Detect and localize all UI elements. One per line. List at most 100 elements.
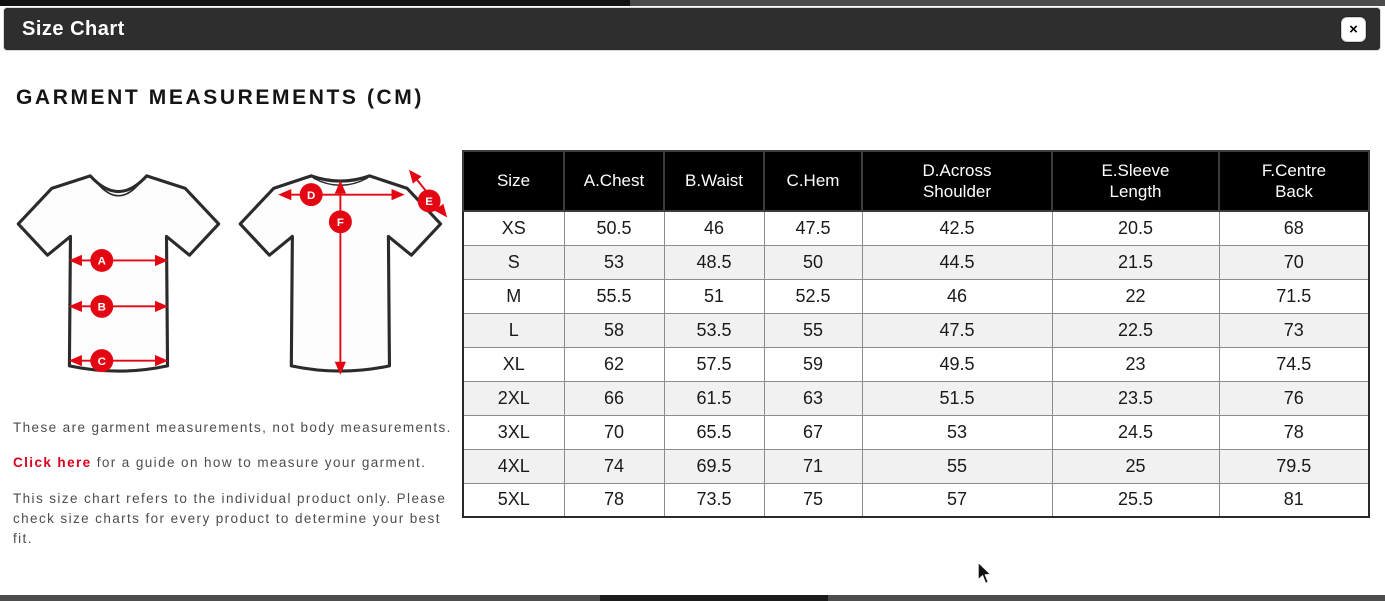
table-cell: 70 <box>563 414 665 450</box>
table-cell: 46 <box>861 278 1053 314</box>
badge-a: A <box>98 256 106 268</box>
table-row: 2XL 66 61.5 63 51.5 23.5 76 <box>462 380 1370 416</box>
table-cell: 5XL <box>462 482 565 518</box>
note-guide-rest: for a guide on how to measure your garme… <box>91 455 427 471</box>
table-cell: 55 <box>763 312 863 348</box>
table-row: 3XL 70 65.5 67 53 24.5 78 <box>462 414 1370 450</box>
table-cell: XL <box>462 346 565 382</box>
table-row: S 53 48.5 50 44.5 21.5 70 <box>462 244 1370 280</box>
table-cell: 51 <box>663 278 765 314</box>
page-top-edge <box>0 0 1385 6</box>
mouse-cursor <box>977 561 993 585</box>
size-table-head-row: Size A.Chest B.Waist C.Hem D.Across Shoulder… <box>462 150 1370 212</box>
column-header: D.Across Shoulder <box>861 150 1053 212</box>
table-cell: 24.5 <box>1051 414 1220 450</box>
table-cell: 4XL <box>462 448 565 484</box>
table-row: XS 50.5 46 47.5 42.5 20.5 68 <box>462 210 1370 246</box>
table-cell: 67 <box>763 414 863 450</box>
table-cell: 48.5 <box>663 244 765 280</box>
tshirt-back-diagram: D E F <box>238 169 448 375</box>
table-cell: 78 <box>563 482 665 518</box>
table-cell: 57.5 <box>663 346 765 382</box>
table-cell: 74.5 <box>1218 346 1370 382</box>
table-cell: M <box>462 278 565 314</box>
table-cell: 71 <box>763 448 863 484</box>
table-row: M 55.5 51 52.5 46 22 71.5 <box>462 278 1370 314</box>
column-header: Size <box>462 150 565 212</box>
table-cell: 57 <box>861 482 1053 518</box>
close-icon[interactable]: × <box>1341 16 1366 42</box>
modal-title: Size Chart <box>22 17 125 40</box>
table-cell: 73 <box>1218 312 1370 348</box>
table-cell: 74 <box>563 448 665 484</box>
table-cell: 55 <box>861 448 1053 484</box>
table-cell: 59 <box>763 346 863 382</box>
table-cell: 47.5 <box>763 210 863 246</box>
badge-b: B <box>98 302 106 314</box>
column-header: F.Centre Back <box>1218 150 1370 212</box>
table-cell: L <box>462 312 565 348</box>
table-cell: 63 <box>763 380 863 416</box>
click-here-link[interactable]: Click here <box>13 455 92 471</box>
table-cell: 76 <box>1218 380 1370 416</box>
table-cell: 2XL <box>462 380 565 416</box>
table-row: XL 62 57.5 59 49.5 23 74.5 <box>462 346 1370 382</box>
table-cell: 81 <box>1218 482 1370 518</box>
table-cell: 79.5 <box>1218 448 1370 484</box>
measure-badges-front: A B C <box>90 248 114 373</box>
table-cell: 20.5 <box>1051 210 1220 246</box>
table-cell: 71.5 <box>1218 278 1370 314</box>
table-cell: 51.5 <box>861 380 1053 416</box>
table-cell: 47.5 <box>861 312 1053 348</box>
page-bottom-edge <box>0 595 1385 601</box>
table-cell: 53 <box>563 244 665 280</box>
column-header: C.Hem <box>763 150 863 212</box>
tshirt-front-outline <box>16 174 221 373</box>
table-cell: XS <box>462 210 565 246</box>
table-cell: 75 <box>763 482 863 518</box>
table-cell: 53 <box>861 414 1053 450</box>
table-cell: 62 <box>563 346 665 382</box>
badge-e: E <box>425 196 433 208</box>
table-cell: 65.5 <box>663 414 765 450</box>
column-header: E.Sleeve Length <box>1051 150 1220 212</box>
table-cell: 46 <box>663 210 765 246</box>
table-cell: 55.5 <box>563 278 665 314</box>
table-cell: 50 <box>763 244 863 280</box>
badge-f: F <box>337 217 344 229</box>
table-row: 5XL 78 73.5 75 57 25.5 81 <box>462 482 1370 518</box>
table-cell: 69.5 <box>663 448 765 484</box>
table-cell: 22.5 <box>1051 312 1220 348</box>
note-individual-product: This size chart refers to the individual… <box>13 490 447 547</box>
table-cell: 22 <box>1051 278 1220 314</box>
table-cell: 25 <box>1051 448 1220 484</box>
notes-block: These are garment measurements, not body… <box>13 418 461 564</box>
table-row: 4XL 74 69.5 71 55 25 79.5 <box>462 448 1370 484</box>
measure-badges-back: D E F <box>299 183 441 234</box>
table-cell: 61.5 <box>663 380 765 416</box>
column-header: B.Waist <box>663 150 765 212</box>
column-header: A.Chest <box>563 150 665 212</box>
table-cell: 21.5 <box>1051 244 1220 280</box>
table-cell: 68 <box>1218 210 1370 246</box>
table-cell: 49.5 <box>861 346 1053 382</box>
table-row: L 58 53.5 55 47.5 22.5 73 <box>462 312 1370 348</box>
size-table: Size A.Chest B.Waist C.Hem D.Across Shoulder… <box>462 150 1370 518</box>
note-garment-measurements: These are garment measurements, not body… <box>13 420 452 435</box>
table-cell: 23 <box>1051 346 1220 382</box>
table-cell: 23.5 <box>1051 380 1220 416</box>
table-cell: 78 <box>1218 414 1370 450</box>
table-cell: 53.5 <box>663 312 765 348</box>
table-cell: 42.5 <box>861 210 1053 246</box>
page-title: GARMENT MEASUREMENTS (CM) <box>16 86 424 109</box>
table-cell: 44.5 <box>861 244 1053 280</box>
tshirt-front-diagram: A B C <box>16 174 221 373</box>
table-cell: 66 <box>563 380 665 416</box>
note-guide: Click here for a guide on how to measure… <box>13 453 461 473</box>
collar-inner-line <box>92 177 145 197</box>
modal-header: Size Chart × <box>3 7 1381 51</box>
table-cell: 70 <box>1218 244 1370 280</box>
table-cell: 58 <box>563 312 665 348</box>
badge-c: C <box>98 356 106 368</box>
